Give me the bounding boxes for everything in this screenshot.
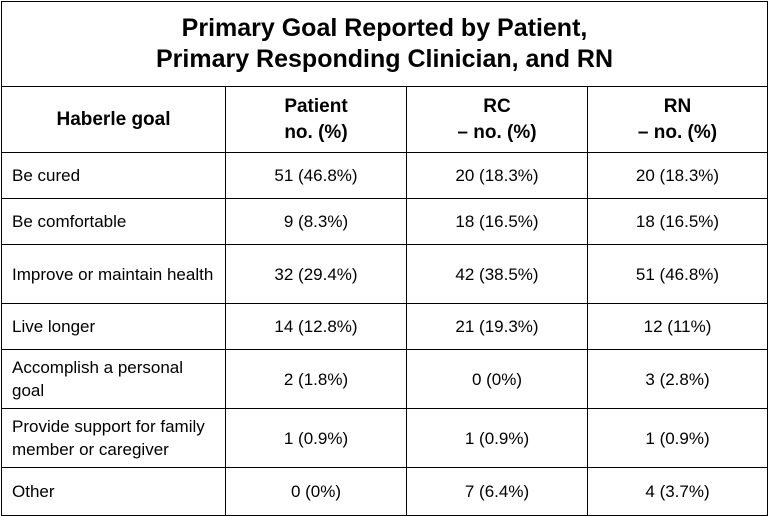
column-header-rc-line-2: – no. (%) <box>457 121 537 143</box>
table-row: Be cured 51 (46.8%) 20 (18.3%) 20 (18.3%… <box>1 152 769 199</box>
rc-cell: 20 (18.3%) <box>406 152 588 199</box>
goal-cell: Be comfortable <box>1 198 226 245</box>
column-header-goal-line-1: Haberle goal <box>56 108 171 130</box>
patient-cell: 51 (46.8%) <box>225 152 407 199</box>
table-row: Be comfortable 9 (8.3%) 18 (16.5%) 18 (1… <box>1 198 769 245</box>
column-header-patient-line-1: Patient <box>284 95 348 117</box>
patient-cell: 14 (12.8%) <box>225 303 407 350</box>
patient-cell: 0 (0%) <box>225 467 407 516</box>
column-header-rc-line-1: RC <box>483 95 511 117</box>
column-header-rn: RN – no. (%) <box>586 86 769 153</box>
title-line-2: Primary Responding Clinician, and RN <box>156 45 614 73</box>
patient-cell: 9 (8.3%) <box>225 198 407 245</box>
rn-cell: 12 (11%) <box>586 303 769 350</box>
rc-cell: 1 (0.9%) <box>406 408 588 468</box>
goal-cell: Be cured <box>1 152 226 199</box>
table-row: Accomplish a personal goal 2 (1.8%) 0 (0… <box>1 349 769 409</box>
column-header-rc: RC – no. (%) <box>406 86 588 153</box>
rc-cell: 21 (19.3%) <box>406 303 588 350</box>
rn-cell: 4 (3.7%) <box>586 467 769 516</box>
table-row: Improve or maintain health 32 (29.4%) 42… <box>1 244 769 304</box>
column-header-patient: Patient no. (%) <box>225 86 407 153</box>
goal-cell: Live longer <box>1 303 226 350</box>
rn-cell: 3 (2.8%) <box>586 349 769 409</box>
rn-cell: 18 (16.5%) <box>586 198 769 245</box>
table-row: Live longer 14 (12.8%) 21 (19.3%) 12 (11… <box>1 303 769 350</box>
title-line-1: Primary Goal Reported by Patient, <box>181 14 588 42</box>
patient-cell: 1 (0.9%) <box>225 408 407 468</box>
column-header-patient-line-2: no. (%) <box>284 121 348 143</box>
goal-cell: Provide support for family member or car… <box>1 408 226 468</box>
column-header-rn-line-1: RN <box>663 95 692 117</box>
table-row: Other 0 (0%) 7 (6.4%) 4 (3.7%) <box>1 467 769 516</box>
rc-cell: 42 (38.5%) <box>406 244 588 304</box>
rc-cell: 7 (6.4%) <box>406 467 588 516</box>
rn-cell: 20 (18.3%) <box>586 152 769 199</box>
column-header-goal: Haberle goal <box>1 86 226 153</box>
table-row: Provide support for family member or car… <box>1 408 769 468</box>
goal-cell: Improve or maintain health <box>1 244 226 304</box>
goal-cell: Other <box>1 467 226 516</box>
rn-cell: 1 (0.9%) <box>586 408 769 468</box>
goal-cell: Accomplish a personal goal <box>1 349 226 409</box>
column-header-rn-line-2: – no. (%) <box>637 121 718 143</box>
header-row: Haberle goal Patient no. (%) RC – no. (%… <box>1 86 769 153</box>
title-row: Primary Goal Reported by Patient, Primar… <box>0 1 769 87</box>
rn-cell: 51 (46.8%) <box>586 244 769 304</box>
rc-cell: 18 (16.5%) <box>406 198 588 245</box>
patient-cell: 2 (1.8%) <box>225 349 407 409</box>
rc-cell: 0 (0%) <box>406 349 588 409</box>
table-title: Primary Goal Reported by Patient, Primar… <box>0 1 769 87</box>
patient-cell: 32 (29.4%) <box>225 244 407 304</box>
